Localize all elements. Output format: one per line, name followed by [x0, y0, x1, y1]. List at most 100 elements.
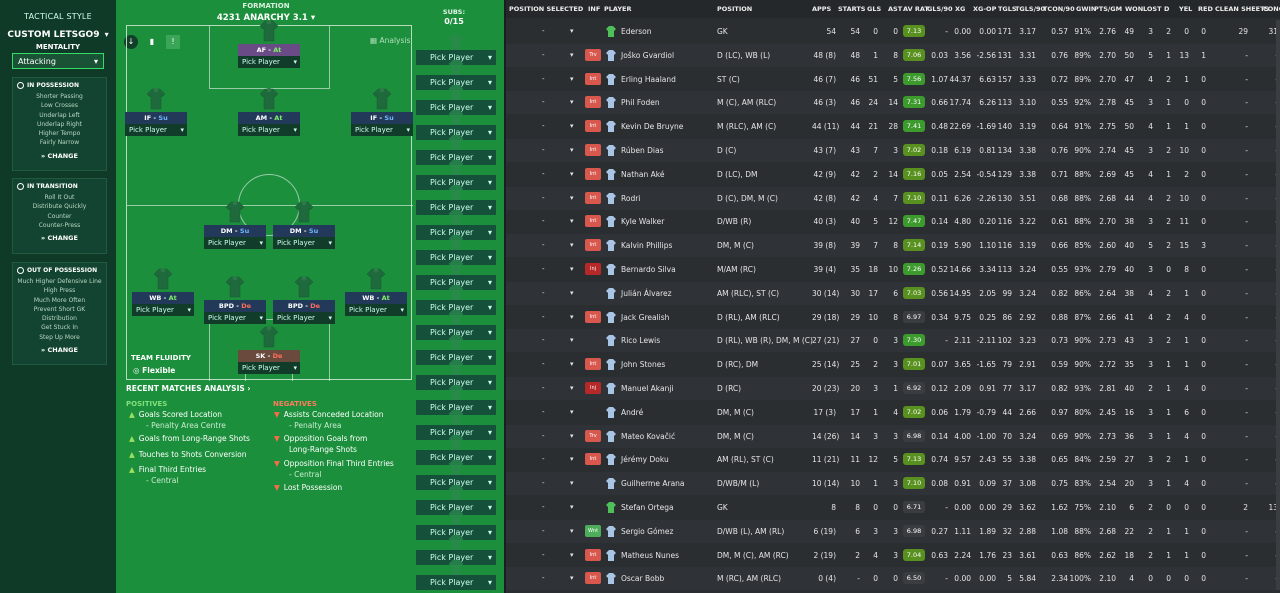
- position-selected-dropdown[interactable]: - ▾: [506, 524, 578, 539]
- table-row[interactable]: - ▾ Inj Bernardo Silva M/AM (RC) 39 (4) 35 18 10…: [506, 258, 1280, 281]
- position-selected-dropdown[interactable]: - ▾: [506, 167, 578, 182]
- player-name[interactable]: André: [621, 407, 644, 417]
- pick-player-dropdown[interactable]: Pick Player: [416, 475, 496, 490]
- info-badge[interactable]: Int: [585, 548, 601, 561]
- formation-selector[interactable]: 4231 ANARCHY 3.1 ▾: [116, 13, 416, 23]
- player-name[interactable]: Rodri: [621, 193, 641, 203]
- pick-player-dropdown[interactable]: Pick Player: [238, 56, 300, 68]
- position-slot[interactable]: IF - Su Pick Player: [351, 112, 413, 136]
- sub-slot[interactable]: Pick Player: [416, 425, 496, 440]
- pick-player-dropdown[interactable]: Pick Player: [416, 425, 496, 440]
- player-name[interactable]: Kalvin Phillips: [621, 241, 673, 251]
- table-row[interactable]: - ▾ Int Kevin De Bruyne M (RLC), AM (C) 44 (1…: [506, 115, 1280, 138]
- pick-player-dropdown[interactable]: Pick Player: [132, 304, 194, 316]
- table-row[interactable]: - ▾ Trv Joško Gvardiol D (LC), WB (L) 48 (8) 4…: [506, 43, 1280, 67]
- player-name[interactable]: Ederson: [621, 27, 652, 36]
- pick-player-dropdown[interactable]: Pick Player: [416, 100, 496, 115]
- player-name[interactable]: Stefan Ortega: [621, 503, 674, 512]
- info-badge[interactable]: Int: [585, 572, 601, 585]
- position-selected-dropdown[interactable]: - ▾: [506, 405, 578, 420]
- pick-player-dropdown[interactable]: Pick Player: [204, 312, 266, 324]
- pick-player-dropdown[interactable]: Pick Player: [273, 237, 335, 249]
- table-row[interactable]: - ▾ Int Rodri D (C), DM, M (C) 42 (8) 42 4 7 0.11…: [506, 186, 1280, 210]
- player-name[interactable]: Manuel Akanji: [621, 384, 674, 393]
- info-badge[interactable]: Wnt: [585, 524, 601, 537]
- position-selected-dropdown[interactable]: - ▾: [506, 95, 578, 110]
- player-name[interactable]: Rico Lewis: [621, 336, 661, 346]
- position-selected-dropdown[interactable]: - ▾: [506, 48, 578, 63]
- pick-player-dropdown[interactable]: Pick Player: [416, 125, 496, 140]
- column-header[interactable]: XG-OP: [973, 5, 997, 13]
- column-header[interactable]: AV RAT: [903, 5, 929, 13]
- tactic-selector[interactable]: CUSTOM LETSGO9 ▾: [0, 22, 116, 41]
- position-selected-dropdown[interactable]: - ▾: [506, 571, 578, 586]
- pick-player-dropdown[interactable]: Pick Player: [416, 250, 496, 265]
- table-row[interactable]: - ▾ Guilherme Arana D/WB/M (L) 10 (14) 10 1 3 0.…: [506, 472, 1280, 496]
- position-selected-dropdown[interactable]: - ▾: [506, 333, 578, 348]
- table-row[interactable]: - ▾ Int Erling Haaland ST (C) 46 (7) 46 51 5 1.07…: [506, 68, 1280, 91]
- table-row[interactable]: - ▾ Int Jérémy Doku AM (RL), ST (C) 11 (21) 11…: [506, 448, 1280, 471]
- pick-player-dropdown[interactable]: Pick Player: [351, 124, 413, 136]
- info-icon[interactable]: !: [166, 35, 180, 49]
- pick-player-dropdown[interactable]: Pick Player: [238, 124, 300, 136]
- in-transition-change-button[interactable]: » CHANGE: [41, 234, 78, 243]
- recent-matches-link[interactable]: RECENT MATCHES ANALYSIS ›: [126, 384, 251, 393]
- sub-slot[interactable]: Pick Player: [416, 475, 496, 490]
- table-row[interactable]: - ▾ André DM, M (C) 17 (3) 17 1 4 0.06 1.79 -0.79 4…: [506, 401, 1280, 424]
- table-row[interactable]: - ▾ Int Rúben Dias D (C) 43 (7) 43 7 3 0.18 6.19 0.…: [506, 139, 1280, 162]
- table-row[interactable]: - ▾ Inj Manuel Akanji D (RC) 20 (23) 20 3 1 0.12 2…: [506, 377, 1280, 400]
- player-name[interactable]: Nathan Aké: [621, 169, 665, 179]
- position-selected-dropdown[interactable]: - ▾: [506, 429, 578, 444]
- column-header[interactable]: WON: [1125, 5, 1144, 13]
- sub-slot[interactable]: Pick Player: [416, 575, 496, 590]
- info-badge[interactable]: Int: [585, 239, 601, 252]
- column-header[interactable]: TCON/90: [1043, 5, 1075, 13]
- pick-player-dropdown[interactable]: Pick Player: [273, 312, 335, 324]
- sub-slot[interactable]: Pick Player: [416, 450, 496, 465]
- player-name[interactable]: Jérémy Doku: [621, 455, 669, 465]
- player-name[interactable]: John Stones: [621, 360, 666, 370]
- table-row[interactable]: - ▾ Julián Álvarez AM (RLC), ST (C) 30 (14) 3…: [506, 281, 1280, 305]
- table-row[interactable]: - ▾ Int Kalvin Phillips DM, M (C) 39 (8) 39 7 8 0…: [506, 234, 1280, 258]
- info-badge[interactable]: Inj: [585, 263, 601, 275]
- info-badge[interactable]: Int: [585, 310, 601, 323]
- sub-slot[interactable]: Pick Player: [416, 225, 496, 240]
- column-header[interactable]: APPS: [812, 5, 832, 13]
- column-header[interactable]: YEL: [1179, 5, 1193, 13]
- pick-player-dropdown[interactable]: Pick Player: [416, 325, 496, 340]
- out-of-possession-change-button[interactable]: » CHANGE: [41, 346, 78, 355]
- sub-slot[interactable]: Pick Player: [416, 200, 496, 215]
- in-possession-change-button[interactable]: » CHANGE: [41, 151, 78, 160]
- table-row[interactable]: - ▾ Int Nathan Aké D (LC), DM 42 (9) 42 2 14 0.05…: [506, 163, 1280, 186]
- column-header[interactable]: GLS/90: [927, 5, 953, 13]
- info-badge[interactable]: Int: [585, 96, 601, 109]
- pick-player-dropdown[interactable]: Pick Player: [416, 525, 496, 540]
- pick-player-dropdown[interactable]: Pick Player: [416, 175, 496, 190]
- pick-player-dropdown[interactable]: Pick Player: [416, 225, 496, 240]
- player-name[interactable]: Bernardo Silva: [621, 265, 676, 274]
- pick-player-dropdown[interactable]: Pick Player: [416, 550, 496, 565]
- column-header[interactable]: TGLS/90: [1015, 5, 1046, 13]
- pick-player-dropdown[interactable]: Pick Player: [416, 400, 496, 415]
- position-selected-dropdown[interactable]: - ▾: [506, 72, 578, 87]
- player-name[interactable]: Kyle Walker: [621, 217, 665, 227]
- bar-chart-icon[interactable]: ▮: [145, 35, 159, 49]
- column-header[interactable]: CONC: [1263, 5, 1280, 13]
- position-selected-dropdown[interactable]: - ▾: [506, 500, 578, 515]
- sub-slot[interactable]: Pick Player: [416, 75, 496, 90]
- column-header[interactable]: LOST: [1143, 5, 1162, 13]
- table-row[interactable]: - ▾ Int Jack Grealish D (RL), AM (RLC) 29 (18…: [506, 306, 1280, 329]
- sub-slot[interactable]: Pick Player: [416, 300, 496, 315]
- analysis-toggle[interactable]: ▦ Analysis: [370, 36, 411, 45]
- position-slot[interactable]: AM - At Pick Player: [238, 112, 300, 136]
- column-header[interactable]: PTS/GM: [1094, 5, 1123, 13]
- sub-slot[interactable]: Pick Player: [416, 525, 496, 540]
- table-row[interactable]: - ▾ Int Phil Foden M (C), AM (RLC) 46 (3) 46 24…: [506, 91, 1280, 115]
- sub-slot[interactable]: Pick Player: [416, 550, 496, 565]
- pick-player-dropdown[interactable]: Pick Player: [416, 50, 496, 65]
- sub-slot[interactable]: Pick Player: [416, 350, 496, 365]
- info-badge[interactable]: Int: [585, 358, 601, 371]
- pick-player-dropdown[interactable]: Pick Player: [345, 304, 407, 316]
- position-slot[interactable]: AF - At Pick Player: [238, 44, 300, 68]
- table-row[interactable]: - ▾ Int Matheus Nunes DM, M (C), AM (RC) 2 (1…: [506, 544, 1280, 567]
